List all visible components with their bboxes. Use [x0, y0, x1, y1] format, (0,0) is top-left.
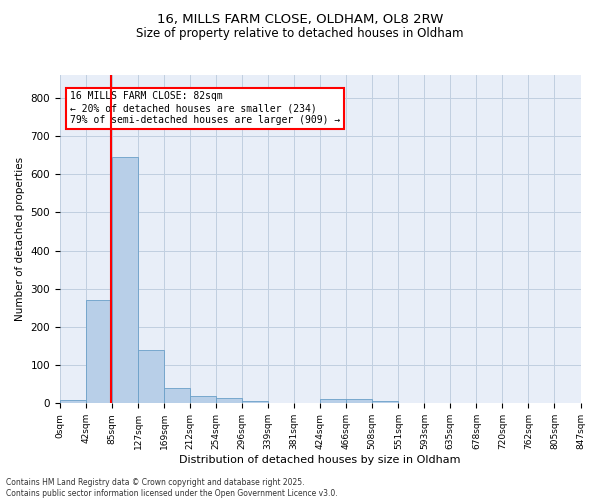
- Bar: [112, 157, 138, 404]
- Bar: [216, 398, 242, 404]
- Bar: [242, 402, 268, 404]
- Bar: [138, 350, 164, 404]
- X-axis label: Distribution of detached houses by size in Oldham: Distribution of detached houses by size …: [179, 455, 461, 465]
- Text: Contains HM Land Registry data © Crown copyright and database right 2025.
Contai: Contains HM Land Registry data © Crown c…: [6, 478, 338, 498]
- Bar: [346, 399, 372, 404]
- Bar: [60, 400, 86, 404]
- Bar: [372, 401, 398, 404]
- Text: 16 MILLS FARM CLOSE: 82sqm
← 20% of detached houses are smaller (234)
79% of sem: 16 MILLS FARM CLOSE: 82sqm ← 20% of deta…: [70, 92, 341, 124]
- Text: 16, MILLS FARM CLOSE, OLDHAM, OL8 2RW: 16, MILLS FARM CLOSE, OLDHAM, OL8 2RW: [157, 12, 443, 26]
- Bar: [86, 300, 112, 404]
- Y-axis label: Number of detached properties: Number of detached properties: [15, 157, 25, 321]
- Bar: [190, 396, 216, 404]
- Bar: [398, 402, 424, 404]
- Bar: [320, 399, 346, 404]
- Text: Size of property relative to detached houses in Oldham: Size of property relative to detached ho…: [136, 28, 464, 40]
- Bar: [164, 388, 190, 404]
- Bar: [268, 402, 294, 404]
